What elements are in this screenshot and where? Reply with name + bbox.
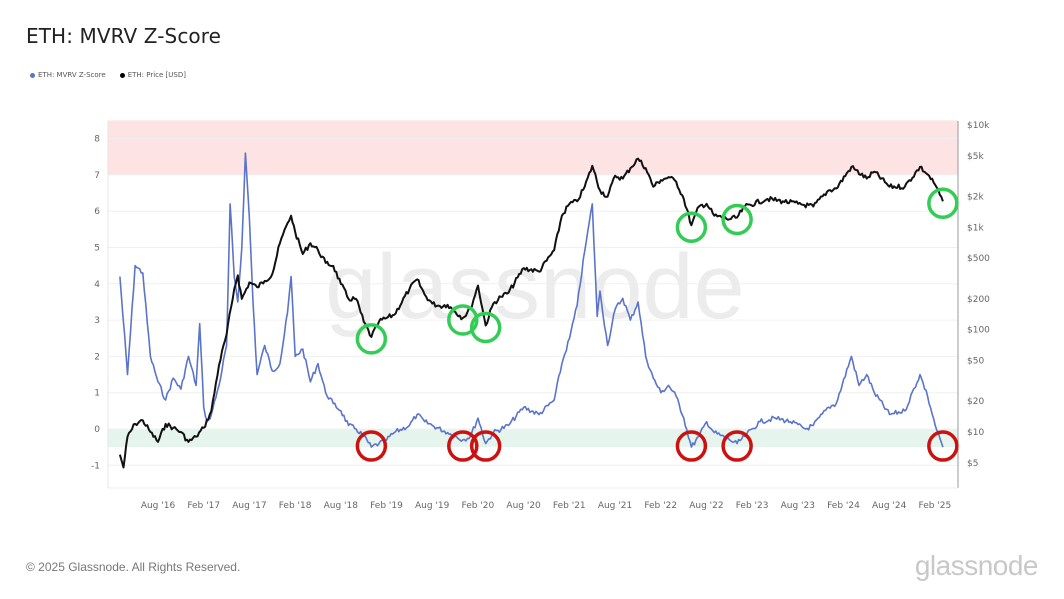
green-circle-marker [355,323,388,355]
y-left-tick: 1 [94,389,100,399]
chart-title: ETH: MVRV Z-Score [26,24,222,48]
price-legend-dot-icon [119,72,125,78]
y-right-tick: $10k [967,121,990,131]
zone-bands [108,120,958,448]
y-left-tick: 5 [94,244,100,254]
axes: -1 0 1 2 3 4 5 6 7 8 $5 $10 $20 $50 $100 $200 $500 $1k $2k… [91,121,990,511]
y-right-tick: $200 [967,295,990,305]
red-circle-marker [675,430,708,462]
x-tick: Feb '24 [827,501,860,511]
x-tick: Aug '22 [689,501,723,511]
overvalued-band [108,120,958,175]
x-tick: Aug '20 [506,501,541,511]
glassnode-logo: glassnode [914,550,1039,581]
y-right-tick: $20 [967,397,984,407]
x-tick: Feb '22 [644,501,677,511]
x-tick: Feb '20 [462,501,495,511]
y-right-tick: $1k [967,223,984,233]
y-left-tick: -1 [91,461,100,471]
x-tick: Aug '24 [872,501,907,511]
y-right-tick: $5k [967,152,984,162]
y-right-tick: $10 [967,428,984,438]
x-tick: Feb '25 [919,501,952,511]
y-left-tick: 4 [94,280,100,290]
x-tick: Feb '17 [187,501,220,511]
red-circle-marker [447,430,479,462]
y-left-tick: 3 [94,316,100,326]
y-left-tick: 8 [94,135,100,145]
legend-item-price[interactable]: ETH: Price [USD] [119,71,186,79]
legend-label-price: ETH: Price [USD] [127,71,186,79]
y-left-tick: 2 [94,352,100,362]
annotation-circles [355,187,959,462]
y-left-tick: 6 [94,207,100,217]
green-circle-marker [675,211,708,243]
x-tick: Feb '18 [279,501,312,511]
x-tick: Feb '21 [553,501,586,511]
red-circle-marker [355,430,388,462]
x-tick: Feb '19 [370,501,403,511]
red-circle-marker [721,430,753,462]
watermark: glassnode [325,236,744,338]
x-tick: Aug '19 [415,501,450,511]
y-right-tick: $50 [967,356,984,366]
zscore-legend-dot-icon [30,72,35,78]
y-right-tick: $500 [967,254,990,264]
x-tick: Aug '23 [781,501,815,511]
x-tick: Feb '23 [736,501,769,511]
green-circle-marker [447,304,479,336]
green-circle-marker [927,187,959,220]
y-left-tick: 0 [94,425,100,435]
zscore-line [119,152,944,448]
legend: ETH: MVRV Z-Score ETH: Price [USD] [30,71,186,79]
y-right-tick: $2k [967,193,984,203]
red-circle-marker [469,430,502,462]
gridlines [108,138,958,466]
x-tick: Aug '17 [232,501,266,511]
price-line [118,157,944,469]
y-right-tick: $5 [967,459,978,469]
undervalued-band [108,429,958,448]
y-right-tick: $100 [967,326,990,336]
x-tick: Aug '21 [598,501,632,511]
green-circle-marker [469,311,502,344]
red-circle-marker [927,430,959,462]
x-tick: Aug '18 [324,501,359,511]
legend-item-zscore[interactable]: ETH: MVRV Z-Score [30,71,106,79]
green-circle-marker [721,203,753,236]
copyright-footer: © 2025 Glassnode. All Rights Reserved. [26,560,241,574]
x-tick: Aug '16 [141,501,176,511]
y-left-tick: 7 [94,171,100,181]
legend-label-zscore: ETH: MVRV Z-Score [38,71,106,79]
